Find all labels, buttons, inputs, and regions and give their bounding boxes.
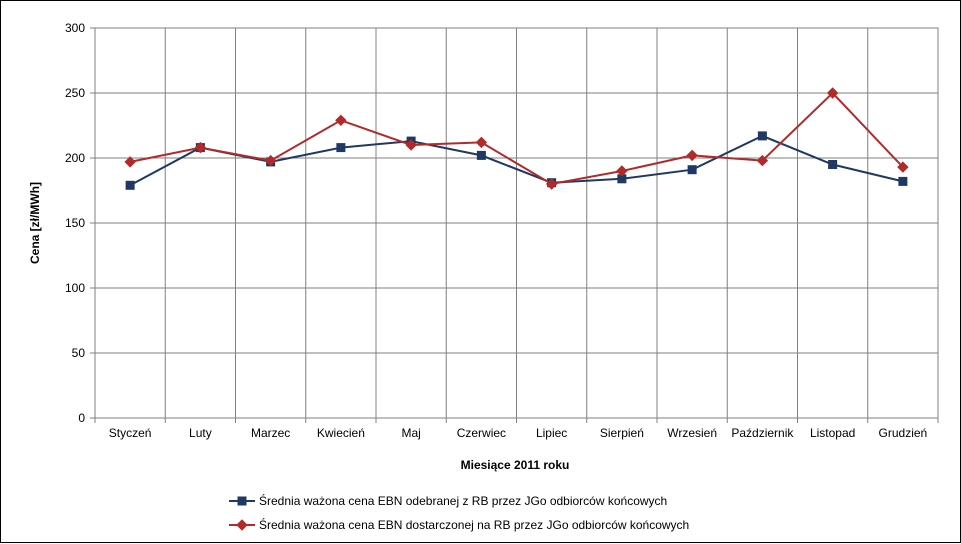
y-axis-title: Cena [zł/MWh] (28, 182, 42, 264)
x-tick-label: Lipiec (536, 426, 567, 440)
series-2-point (686, 149, 698, 162)
series-2-point (545, 178, 558, 190)
series-1-point (757, 131, 767, 141)
y-tick-label: 200 (65, 151, 85, 165)
y-tick-label: 50 (72, 346, 86, 360)
y-tick-label: 300 (65, 21, 85, 35)
x-tick-label: Październik (731, 426, 794, 440)
x-tick-label: Czerwiec (457, 426, 506, 440)
x-axis-title: Miesiące 2011 roku (461, 458, 570, 472)
x-tick-label: Luty (189, 426, 212, 440)
series-2-point (194, 141, 207, 154)
series-2-point (475, 136, 488, 149)
series-2-point (405, 139, 417, 151)
y-tick-labels: 0 50 100 150 200 250 300 (65, 21, 85, 425)
series-2-point (756, 154, 769, 167)
series-1-point (336, 143, 346, 153)
x-tick-labels: Styczeń Luty Marzec Kwiecień Maj Czerwiec Lipi… (109, 426, 927, 440)
legend-label: Średnia ważona cena EBN dostarczonej na … (259, 517, 689, 532)
series-1-point (125, 180, 135, 190)
legend-item-2: Średnia ważona cena EBN dostarczonej na … (229, 517, 689, 532)
series-2-line (129, 91, 904, 186)
series-2-point (335, 114, 347, 127)
series-2 (124, 87, 909, 190)
grid-lines (94, 27, 939, 419)
series-2-point (124, 156, 136, 168)
x-tick-label: Maj (401, 426, 420, 440)
legend: Średnia ważona cena EBN odebranej z RB p… (229, 493, 689, 532)
y-tick-label: 250 (65, 86, 85, 100)
x-tick-label: Kwiecień (317, 426, 365, 440)
series-1-point (898, 176, 908, 186)
series-1-line (129, 134, 904, 187)
x-tick-label: Styczeń (109, 426, 152, 440)
x-tick-label: Listopad (810, 426, 855, 440)
y-tick-label: 0 (78, 411, 85, 425)
axes (90, 27, 939, 423)
series-1-point (828, 160, 838, 169)
series-2-point (264, 154, 277, 167)
y-tick-label: 150 (65, 216, 85, 230)
y-tick-label: 100 (65, 281, 85, 295)
legend-swatch-marker (237, 496, 247, 506)
series-1-point (687, 165, 697, 175)
x-tick-label: Grudzień (879, 426, 928, 440)
x-tick-label: Marzec (251, 426, 290, 440)
series-group (124, 87, 909, 190)
legend-label: Średnia ważona cena EBN odebranej z RB p… (259, 493, 667, 508)
x-tick-label: Wrzesień (667, 426, 717, 440)
legend-swatch-marker (236, 519, 248, 531)
series-2-point (616, 165, 628, 177)
series-2-point (826, 87, 839, 99)
x-tick-label: Sierpień (600, 426, 644, 440)
legend-item-1: Średnia ważona cena EBN odebranej z RB p… (229, 493, 667, 508)
series-2-point (897, 161, 909, 173)
series-1-point (476, 150, 486, 160)
